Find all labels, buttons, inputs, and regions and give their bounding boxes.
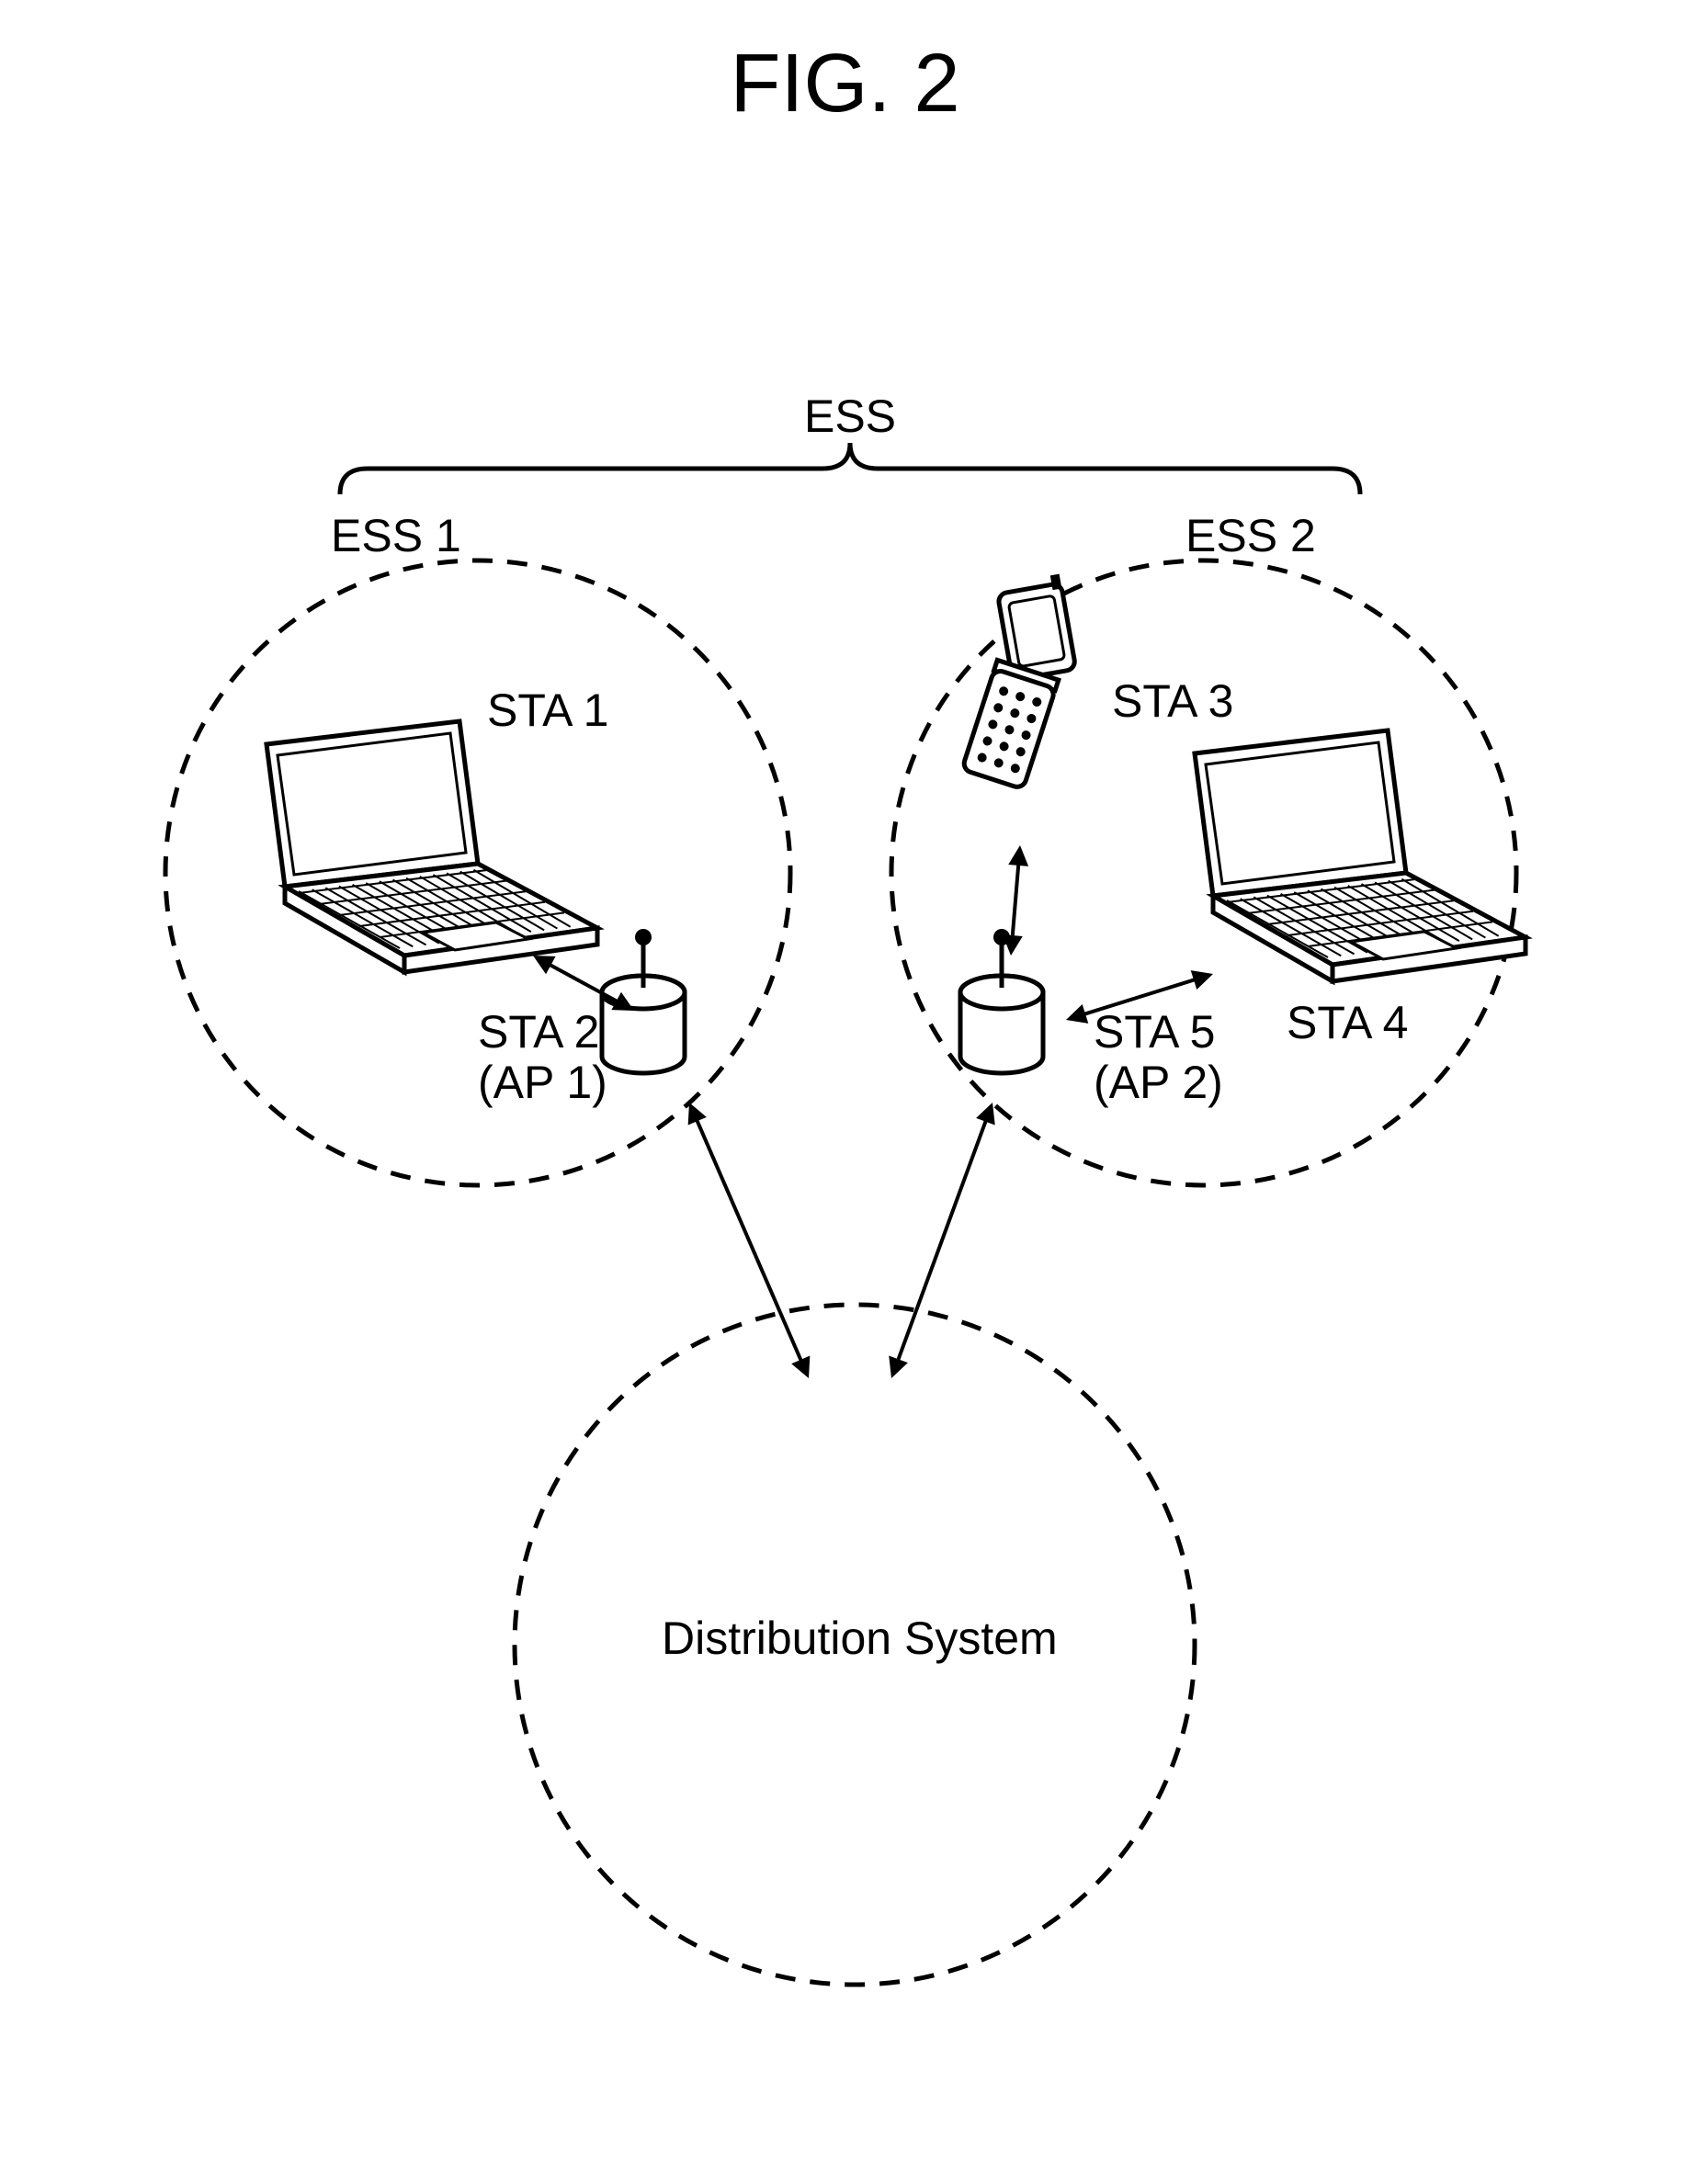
laptop-icon-sta4 <box>1195 730 1526 981</box>
sta1-label: STA 1 <box>487 685 608 736</box>
arrow-ap2-ds <box>889 1103 995 1378</box>
ap-icon-sta5 <box>960 929 1043 1073</box>
ess1-label: ESS 1 <box>331 510 461 561</box>
sta2-sublabel: (AP 1) <box>478 1057 607 1108</box>
brace-label: ESS <box>804 390 896 442</box>
arrow-sta3-ap2 <box>1003 845 1028 956</box>
laptop-icon-sta1 <box>267 721 597 972</box>
sta4-label: STA 4 <box>1287 997 1408 1048</box>
sta5-sublabel: (AP 2) <box>1094 1057 1223 1108</box>
sta5-label: STA 5 <box>1094 1006 1215 1058</box>
ess2-label: ESS 2 <box>1185 510 1316 561</box>
sta3-label: STA 3 <box>1112 675 1233 727</box>
ds-label: Distribution System <box>662 1613 1058 1664</box>
phone-icon-sta3 <box>943 558 1103 793</box>
sta2-label: STA 2 <box>478 1006 599 1058</box>
figure-canvas: FIG. 2 ESSESS 1ESS 2Distribution SystemS… <box>0 0 1690 2184</box>
diagram-svg: ESS ESS 1 ESS 2 Distribution System STA 1 STA… <box>0 0 1690 2184</box>
